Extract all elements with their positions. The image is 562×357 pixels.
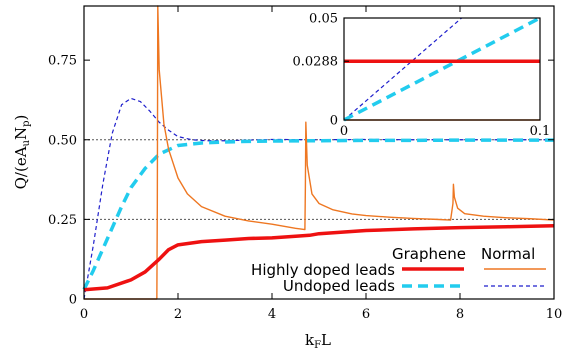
x-tick-label: 10 — [546, 307, 562, 322]
main-axes: 0 2 4 6 8 10 0 0.25 0.50 0.75 — [48, 6, 562, 322]
inset-y-tick-label: 0.05 — [309, 12, 338, 27]
x-tick-label: 4 — [268, 307, 276, 322]
legend-row-undoped: Undoped leads — [283, 277, 395, 295]
y-axis-title: Q/(eAuNp) — [12, 115, 32, 190]
inset-series-line-3 — [343, 17, 462, 121]
y-tick-label: 0 — [69, 293, 77, 308]
x-tick-label: 8 — [456, 307, 464, 322]
legend-header-normal: Normal — [481, 245, 535, 263]
inset-y-tick-label: 0 — [330, 114, 338, 129]
x-tick-label: 0 — [80, 307, 88, 322]
x-axis-title: kFL — [305, 331, 331, 351]
inset-x-tick-label: 0.1 — [530, 124, 551, 139]
y-tick-label: 0.25 — [48, 213, 77, 228]
inset-axes: 0 0.1 0 0.0288 0.05 — [293, 12, 551, 140]
inset-plot-frame — [343, 17, 541, 121]
svg-text:kFL: kFL — [305, 331, 331, 351]
inset-plot: 0 0.1 0 0.0288 0.05 — [293, 12, 551, 140]
y-tick-label: 0.75 — [48, 54, 77, 69]
series-line-2 — [82, 138, 554, 291]
series-line-1 — [84, 5, 555, 300]
inset-series-line-2 — [343, 16, 541, 122]
inset-x-tick-label: 0 — [340, 124, 348, 139]
reference-lines — [84, 139, 554, 220]
legend: Graphene Normal Highly doped leads Undop… — [251, 245, 546, 295]
series-line-0 — [83, 224, 555, 292]
legend-row-highly-doped: Highly doped leads — [251, 261, 395, 279]
x-tick-label: 2 — [174, 307, 182, 322]
y-tick-label: 0.50 — [48, 133, 77, 148]
legend-header-graphene: Graphene — [392, 245, 466, 263]
x-tick-label: 6 — [362, 307, 370, 322]
svg-text:Q/(eAuNp): Q/(eAuNp) — [12, 115, 32, 190]
main-plot-frame — [83, 5, 555, 300]
inset-y-tick-label: 0.0288 — [293, 55, 339, 70]
main-series-group — [82, 5, 555, 300]
